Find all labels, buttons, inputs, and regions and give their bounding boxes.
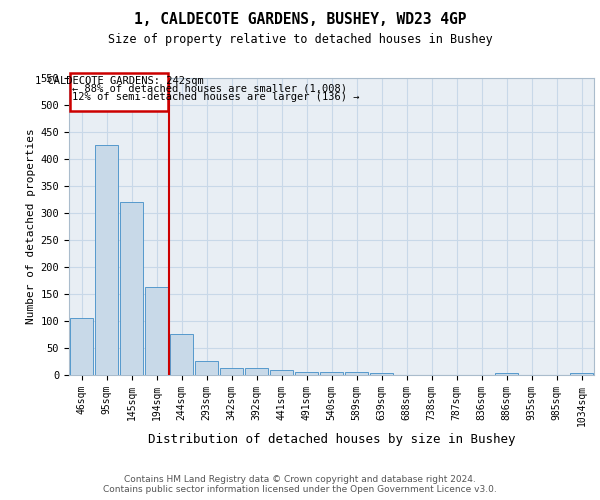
- Bar: [170, 334, 193, 375]
- Bar: [495, 373, 518, 375]
- Text: Contains HM Land Registry data © Crown copyright and database right 2024.
Contai: Contains HM Land Registry data © Crown c…: [103, 474, 497, 494]
- Bar: [120, 202, 143, 375]
- Bar: [570, 373, 593, 375]
- Bar: [220, 368, 243, 375]
- FancyBboxPatch shape: [70, 73, 168, 111]
- Text: ← 88% of detached houses are smaller (1,008): ← 88% of detached houses are smaller (1,…: [72, 84, 347, 94]
- Bar: [245, 368, 268, 375]
- Y-axis label: Number of detached properties: Number of detached properties: [26, 128, 37, 324]
- Bar: [145, 287, 168, 375]
- Bar: [70, 318, 93, 375]
- Bar: [345, 372, 368, 375]
- Bar: [370, 373, 393, 375]
- Bar: [95, 145, 118, 375]
- Bar: [295, 372, 318, 375]
- Bar: [270, 370, 293, 375]
- X-axis label: Distribution of detached houses by size in Bushey: Distribution of detached houses by size …: [148, 433, 515, 446]
- Text: 12% of semi-detached houses are larger (136) →: 12% of semi-detached houses are larger (…: [72, 92, 360, 102]
- Bar: [195, 361, 218, 375]
- Text: Size of property relative to detached houses in Bushey: Size of property relative to detached ho…: [107, 32, 493, 46]
- Bar: [320, 372, 343, 375]
- Text: 1, CALDECOTE GARDENS, BUSHEY, WD23 4GP: 1, CALDECOTE GARDENS, BUSHEY, WD23 4GP: [134, 12, 466, 28]
- Text: 1 CALDECOTE GARDENS: 242sqm: 1 CALDECOTE GARDENS: 242sqm: [35, 76, 203, 86]
